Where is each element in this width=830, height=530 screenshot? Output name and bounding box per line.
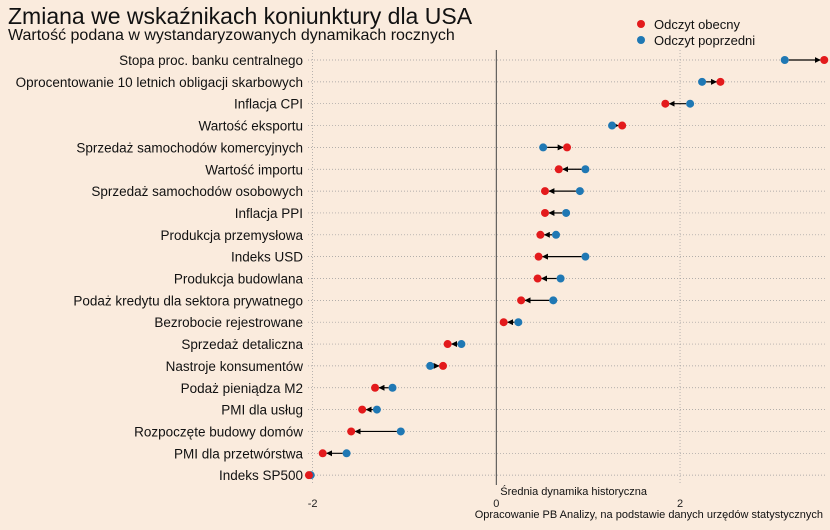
point-previous <box>388 383 397 392</box>
category-label: Inflacja CPI <box>234 97 303 112</box>
point-current <box>533 274 542 283</box>
point-previous <box>581 252 590 261</box>
point-previous <box>562 208 571 217</box>
point-previous <box>514 318 523 327</box>
point-previous <box>581 165 590 174</box>
category-label: Sprzedaż samochodów komercyjnych <box>76 140 303 155</box>
x-tick-label: -2 <box>308 498 318 510</box>
category-label: Wartość importu <box>205 162 303 177</box>
point-current <box>347 427 356 436</box>
point-previous <box>608 121 617 130</box>
point-previous <box>549 296 558 305</box>
category-label: Stopa proc. banku centralnego <box>119 53 303 68</box>
point-previous <box>457 340 466 349</box>
point-current <box>318 449 327 458</box>
point-current <box>536 230 545 239</box>
legend: Odczyt obecny Odczyt poprzedni <box>637 16 755 48</box>
point-current <box>499 318 508 327</box>
point-current <box>820 56 829 64</box>
point-previous <box>372 405 381 414</box>
point-current <box>716 77 725 86</box>
point-previous <box>342 449 351 458</box>
category-label: PMI dla usług <box>221 403 303 418</box>
point-previous <box>575 187 584 196</box>
point-previous <box>552 230 561 239</box>
category-label: Produkcja budowlana <box>174 272 304 287</box>
chart-title: Zmiana we wskaźnikach koniunktury dla US… <box>8 3 473 29</box>
point-current <box>661 99 670 108</box>
point-current <box>534 252 543 261</box>
point-previous <box>698 77 707 86</box>
chart-subtitle: Wartość podana w wystandaryzowanych dyna… <box>8 27 455 44</box>
point-current <box>371 383 380 392</box>
point-previous <box>780 56 789 64</box>
point-current <box>618 121 627 130</box>
legend-marker-current <box>637 20 645 28</box>
legend-item-current: Odczyt obecny <box>637 16 755 32</box>
category-label: Podaż kredytu dla sektora prywatnego <box>73 293 303 308</box>
category-label: Wartość eksportu <box>198 119 303 134</box>
category-label: Indeks USD <box>231 250 303 265</box>
legend-label-current: Odczyt obecny <box>654 16 740 32</box>
category-label: PMI dla przetwórstwa <box>174 446 304 461</box>
point-previous <box>686 99 695 108</box>
category-label: Podaż pieniądza M2 <box>181 381 303 396</box>
source-caption: Opracowanie PB Analizy, na podstawie dan… <box>474 509 823 521</box>
point-current <box>554 165 563 174</box>
category-label: Inflacja PPI <box>235 206 303 221</box>
category-label: Sprzedaż detaliczna <box>181 337 303 352</box>
point-current <box>540 208 549 217</box>
point-previous <box>396 427 405 436</box>
category-label: Nastroje konsumentów <box>166 359 304 374</box>
point-current <box>517 296 526 305</box>
category-label: Sprzedaż samochodów osobowych <box>91 184 303 199</box>
category-label: Bezrobocie rejestrowane <box>154 315 303 330</box>
category-label: Rozpoczęte budowy domów <box>134 424 303 439</box>
point-previous <box>556 274 565 283</box>
x-tick-label: 2 <box>677 498 683 510</box>
point-previous <box>426 361 435 370</box>
category-label: Produkcja przemysłowa <box>160 228 303 243</box>
x-tick-label: 0 <box>493 498 499 510</box>
legend-label-previous: Odczyt poprzedni <box>654 32 756 48</box>
category-label: Indeks SP500 <box>219 468 303 483</box>
reference-line-label: Średnia dynamika historyczna <box>500 485 648 498</box>
point-current <box>358 405 367 414</box>
point-current <box>439 361 448 370</box>
point-previous <box>539 143 548 152</box>
legend-item-previous: Odczyt poprzedni <box>637 32 755 48</box>
category-label: Oprocentowanie 10 letnich obligacji skar… <box>16 75 303 90</box>
point-current <box>563 143 572 152</box>
point-current <box>540 187 549 196</box>
point-current <box>304 471 313 480</box>
legend-marker-previous <box>637 36 645 44</box>
point-current <box>443 340 452 349</box>
